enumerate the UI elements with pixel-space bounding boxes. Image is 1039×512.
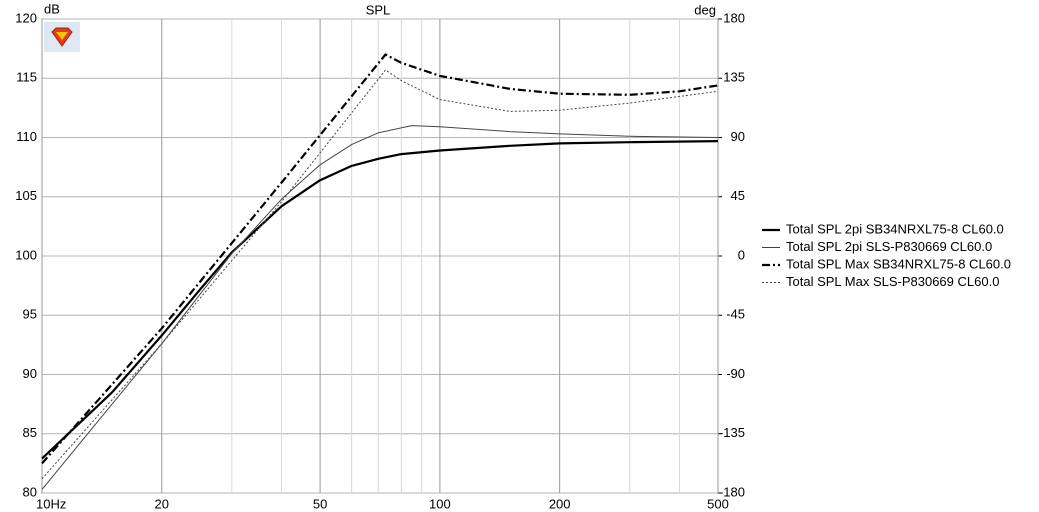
y-tick-label: 80: [23, 484, 37, 499]
legend-label: Total SPL 2pi SB34NRXL75-8 CL60.0: [786, 221, 1004, 236]
line-series: [41, 140, 719, 460]
x-tick-label: 50: [313, 496, 327, 511]
legend-label: Total SPL Max SB34NRXL75-8 CL60.0: [786, 256, 1011, 271]
x-tick-label: 10Hz: [36, 496, 66, 511]
y2-tick-label: 180: [723, 10, 745, 25]
x-tick-label: 100: [429, 496, 451, 511]
line-series: [41, 53, 719, 465]
y2-tick-label: -180: [719, 484, 745, 499]
line-series: [41, 125, 719, 490]
legend-label: Total SPL Max SLS-P830669 CL60.0: [786, 274, 999, 289]
y-tick-label: 110: [16, 129, 37, 144]
y-tick-label: 100: [15, 247, 37, 262]
logo: [44, 22, 80, 52]
y2-tick-label: -90: [726, 366, 745, 381]
y2-tick-label: 0: [738, 247, 745, 262]
y-tick-label: 115: [16, 70, 37, 85]
x-tick-label: 200: [549, 496, 571, 511]
y-tick-label: 95: [23, 307, 37, 322]
legend-label: Total SPL 2pi SLS-P830669 CL60.0: [786, 239, 992, 254]
y2-tick-label: -45: [726, 307, 745, 322]
x-tick-label: 20: [155, 496, 169, 511]
chart-title: SPL: [366, 2, 391, 17]
y2-tick-label: 135: [723, 70, 745, 85]
y2-tick-label: 90: [731, 129, 745, 144]
line-series: [41, 69, 719, 480]
y-tick-label: 85: [23, 425, 37, 440]
y-tick-label: 90: [23, 366, 37, 381]
y2-tick-label: -135: [719, 425, 745, 440]
x-tick-label: 500: [707, 496, 729, 511]
y2-tick-label: 45: [731, 188, 745, 203]
y2-axis-label: deg: [694, 2, 716, 17]
y-tick-label: 120: [15, 10, 37, 25]
y-tick-label: 105: [15, 188, 37, 203]
y-axis-label: dB: [44, 1, 60, 16]
